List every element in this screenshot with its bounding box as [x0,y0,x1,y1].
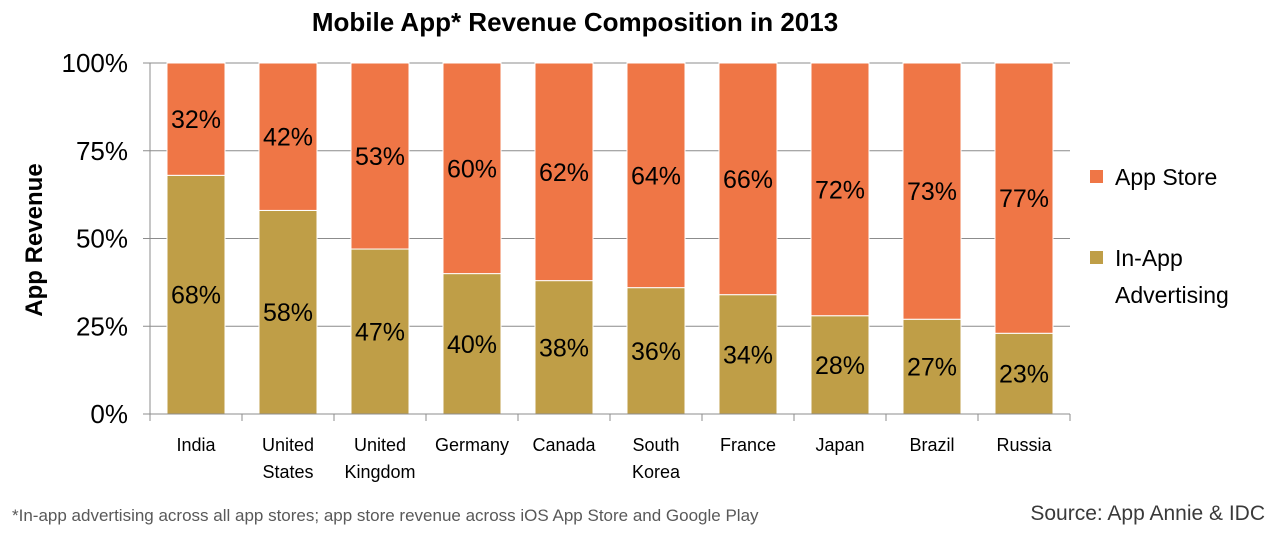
chart-title: Mobile App* Revenue Composition in 2013 [312,7,838,37]
bar-segment [718,294,778,415]
bar-segment [258,62,318,211]
y-tick-label: 0% [90,399,128,429]
data-label: 28% [815,352,865,380]
bar-segment [626,62,686,289]
bar-segment [902,318,962,415]
bar-segment [994,62,1054,334]
footnote: *In-app advertising across all app store… [12,506,759,525]
data-label: 60% [447,155,497,183]
data-label: 53% [355,143,405,171]
x-tick-label: Canada [532,435,596,455]
x-tick-label: Brazil [909,435,954,455]
data-label: 73% [907,178,957,206]
data-label: 27% [907,354,957,382]
bar-segment [718,62,778,296]
data-label: 58% [263,299,313,327]
bar-segment [994,332,1054,415]
x-tick-label: France [720,435,776,455]
legend-swatch [1090,251,1103,264]
y-tick-label: 100% [62,48,129,78]
bar-segment [166,62,226,176]
data-label: 40% [447,331,497,359]
y-tick-label: 50% [76,224,128,254]
data-label: 77% [999,185,1049,213]
data-label: 72% [815,176,865,204]
data-label: 62% [539,159,589,187]
bar-segment [350,62,410,250]
legend-swatch [1090,170,1103,183]
legend: App Store In-App Advertising [1090,164,1229,308]
legend-label: In-App Advertising [1115,245,1229,308]
x-tick-label: Russia [996,435,1052,455]
bars: 68% 32% 58% 42% 47% 53% 40% 60% 38% 62% 36% 64% 34% 6… [166,62,1054,415]
y-tick-label: 75% [76,136,128,166]
x-tick-label: South Korea [632,435,681,482]
axes: 0% 25% 50% 75% 100% India United States United Ki… [62,48,1071,482]
bar-segment [810,315,870,415]
bar-segment [534,280,594,415]
bar-segment [902,62,962,320]
x-tick-label: Japan [815,435,864,455]
bar-segment [166,174,226,415]
x-tick-label: United States [262,435,314,482]
data-label: 42% [263,124,313,152]
data-label: 38% [539,334,589,362]
data-label: 34% [723,341,773,369]
y-axis-label: App Revenue [21,163,48,316]
y-tick-label: 25% [76,311,128,341]
bar-segment [442,62,502,275]
bar-segment [442,273,502,415]
bar-segment [350,248,410,415]
source-credit: Source: App Annie & IDC [1030,502,1265,525]
x-tick-label: United Kingdom [344,435,415,482]
data-label: 68% [171,282,221,310]
data-label: 64% [631,162,681,190]
bar-segment [534,62,594,282]
bar-segment [626,287,686,415]
data-label: 36% [631,338,681,366]
legend-label: App Store [1115,164,1217,190]
data-label: 32% [171,106,221,134]
data-label: 66% [723,166,773,194]
x-tick-label: India [176,435,216,455]
data-label: 47% [355,319,405,347]
data-label: 23% [999,361,1049,389]
x-tick-label: Germany [435,435,509,455]
bar-segment [810,62,870,317]
